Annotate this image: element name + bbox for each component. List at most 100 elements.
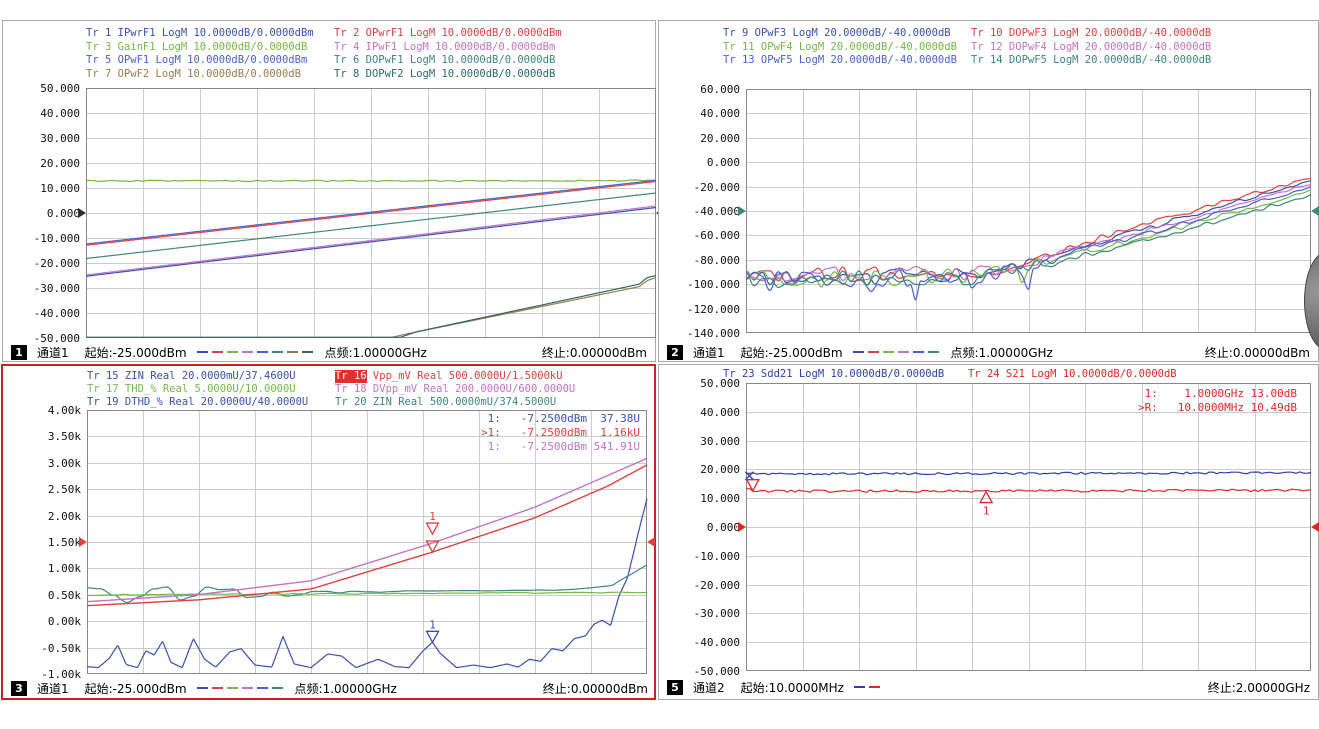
trace-dash <box>271 351 283 353</box>
trace-dash <box>196 687 208 689</box>
legend-trace-tr11[interactable]: Tr 11 OPwF4 LogM 20.0000dB/-40.0000dB <box>723 41 957 54</box>
y-axis-label: -120.000 <box>687 302 740 316</box>
legend-trace-tr7[interactable]: Tr 7 OPwF2 LogM 10.0000dB/0.0000dB <box>86 68 301 81</box>
channel2-s21-panel[interactable]: Tr 23 Sdd21 LogM 10.0000dB/0.0000dB Tr 24… <box>658 364 1319 700</box>
channel1-harmonics-panel[interactable]: Tr 9 OPwF3 LogM 20.0000dB/-40.0000dB Tr 1… <box>658 20 1319 362</box>
trace-line <box>86 274 657 338</box>
trace-line <box>86 498 648 669</box>
trace-dash <box>196 351 208 353</box>
legend-trace-tr9[interactable]: Tr 9 OPwF3 LogM 20.0000dB/-40.0000dB <box>723 27 951 40</box>
y-axis-label: -50.000 <box>693 665 740 678</box>
trace-plot-area[interactable]: 1 <box>744 383 1312 671</box>
channel1-zin-vpp-panel[interactable]: Tr 15 ZIN Real 20.0000mU/37.4600U Tr 16 V… <box>1 364 656 700</box>
channel-label: 通道2 <box>693 680 725 695</box>
trace-plot-area[interactable]: 11 <box>86 410 648 674</box>
stop-value-label: 终止:0.00000dBm <box>542 681 648 696</box>
y-axis-label: 40.000 <box>700 405 740 419</box>
y-axis-label: -10.000 <box>33 232 80 245</box>
trace-format-label: OPwF2 LogM 10.0000dB/0.0000dB <box>111 67 301 80</box>
trace-number: Tr 13 <box>723 54 755 66</box>
trace-format-label: THD_% Real 5.0000U/10.0000U <box>118 383 296 395</box>
legend-trace-tr10[interactable]: Tr 10 DOPwF3 LogM 20.0000dB/-40.0000dB <box>971 27 1211 40</box>
reference-level-arrow-left <box>738 522 746 532</box>
trace-dash <box>301 351 313 353</box>
legend-trace-tr15[interactable]: Tr 15 ZIN Real 20.0000mU/37.4600U <box>87 370 296 383</box>
trace-dash <box>211 687 223 689</box>
reference-level-arrow-right <box>1311 522 1319 532</box>
channel-status-bar: 5 通道2 起始:10.0000MHz 终止:2.00000GHz <box>659 678 1318 696</box>
channel-status-bar: 2 通道1 起始:-25.000dBm 点频:1.00000GHz 终止:0.00000… <box>659 343 1318 361</box>
y-axis-label: 4.00k <box>47 404 81 417</box>
window-number-badge[interactable]: 1 <box>11 344 27 360</box>
trace-line <box>85 206 657 277</box>
y-axis-label: 40.000 <box>40 107 80 120</box>
trace-number: Tr 23 <box>723 368 755 380</box>
legend-trace-tr3[interactable]: Tr 3 GainF1 LogM 10.0000dB/0.0000dB <box>86 41 307 54</box>
trace-format-label: DTHD_% Real 20.0000U/40.0000U <box>118 396 309 408</box>
y-axis-label: -100.000 <box>687 278 740 292</box>
trace-line <box>745 471 1312 476</box>
y-axis-label: 10.000 <box>700 492 740 506</box>
window-number-badge[interactable]: 2 <box>667 344 683 360</box>
trace-line <box>745 186 1312 301</box>
trace-dash <box>853 686 865 688</box>
trace-line <box>86 179 657 183</box>
legend-trace-tr13[interactable]: Tr 13 OPwF5 LogM 20.0000dB/-40.0000dB <box>723 54 957 67</box>
legend-trace-tr1[interactable]: Tr 1 IPwrF1 LogM 10.0000dB/0.0000dBm <box>86 27 314 40</box>
trace-plot-area[interactable] <box>85 88 657 338</box>
trace-number: Tr 7 <box>86 67 112 80</box>
trace-format-label: Vpp_mV Real 500.0000U/1.5000kU <box>366 370 563 382</box>
y-axis-label: -40.000 <box>693 205 740 218</box>
trace-number: Tr 14 <box>971 54 1003 66</box>
legend-trace-tr8[interactable]: Tr 8 DOPwF2 LogM 10.0000dB/0.0000dB <box>334 68 555 81</box>
legend-trace-tr2[interactable]: Tr 2 OPwrF1 LogM 10.0000dB/0.0000dBm <box>334 27 562 40</box>
legend-trace-tr19[interactable]: Tr 19 DTHD_% Real 20.0000U/40.0000U <box>87 396 308 409</box>
legend-trace-tr4[interactable]: Tr 4 IPwF1 LogM 10.0000dB/0.0000dBm <box>334 41 555 54</box>
trace-number: Tr 19 <box>87 396 119 408</box>
trace-marker: 1 <box>425 618 440 644</box>
trace-dash <box>241 351 253 353</box>
y-axis-label: -30.000 <box>693 607 740 621</box>
legend-trace-tr17[interactable]: Tr 17 THD_% Real 5.0000U/10.0000U <box>87 383 296 396</box>
trace-dash <box>912 351 924 353</box>
trace-dash <box>211 351 223 353</box>
window-number-badge[interactable]: 5 <box>667 679 683 695</box>
legend-trace-tr24[interactable]: Tr 24 S21 LogM 10.0000dB/0.0000dB <box>968 368 1177 381</box>
y-axis-label: -10.000 <box>693 549 740 563</box>
trace-format-label: OPwF4 LogM 20.0000dB/-40.0000dB <box>754 40 957 53</box>
legend-trace-tr5[interactable]: Tr 5 OPwF1 LogM 10.0000dB/0.0000dBm <box>86 54 307 67</box>
reference-level-arrow-right <box>1311 206 1319 216</box>
legend-trace-tr16[interactable]: Tr 16 Vpp_mV Real 500.0000U/1.5000kU <box>335 370 563 383</box>
marker-readout-line: >1: -7.2500dBm 1.16kU <box>481 426 640 439</box>
channel1-power-panel[interactable]: Tr 1 IPwrF1 LogM 10.0000dB/0.0000dBm Tr 2… <box>2 20 664 362</box>
y-axis-label: 1.50k <box>47 536 81 549</box>
legend-trace-tr23[interactable]: Tr 23 Sdd21 LogM 10.0000dB/0.0000dB <box>723 368 944 381</box>
trace-number: Tr 4 <box>334 40 360 53</box>
legend-trace-tr12[interactable]: Tr 12 DOPwF4 LogM 20.0000dB/-40.0000dB <box>971 41 1211 54</box>
legend-trace-tr20[interactable]: Tr 20 ZIN Real 500.0000mU/374.5000U <box>335 396 556 409</box>
start-value-label: 起始:-25.000dBm <box>740 345 843 360</box>
y-axis-label: 0.000 <box>706 521 740 534</box>
legend-trace-tr14[interactable]: Tr 14 DOPwF5 LogM 20.0000dB/-40.0000dB <box>971 54 1211 67</box>
legend-trace-tr6[interactable]: Tr 6 DOPwF1 LogM 10.0000dB/0.0000dB <box>334 54 555 67</box>
trace-line <box>85 205 657 276</box>
y-axis-label: 30.000 <box>40 132 80 145</box>
trace-line <box>87 591 647 596</box>
reference-level-arrow-right <box>647 537 655 547</box>
trace-plot-area[interactable] <box>745 89 1312 333</box>
y-axis-label: 2.50k <box>47 483 81 497</box>
trace-dash <box>241 687 253 689</box>
trace-line <box>85 180 657 246</box>
trace-dash <box>897 351 909 353</box>
window-number-badge[interactable]: 3 <box>11 680 27 696</box>
y-axis-label: 60.000 <box>700 83 740 96</box>
legend-trace-tr18[interactable]: Tr 18 DVpp_mV Real 200.0000U/600.0000U <box>335 383 575 396</box>
trace-dash <box>852 351 864 353</box>
svg-text:1: 1 <box>429 510 436 523</box>
y-axis-label: -20.000 <box>33 257 80 270</box>
stop-value-label: 终止:0.00000dBm <box>541 345 647 360</box>
channel-label: 通道1 <box>693 345 725 360</box>
trace-format-label: Sdd21 LogM 10.0000dB/0.0000dB <box>754 368 945 380</box>
trace-dash <box>927 351 939 353</box>
y-axis-label: -50.000 <box>33 332 80 345</box>
